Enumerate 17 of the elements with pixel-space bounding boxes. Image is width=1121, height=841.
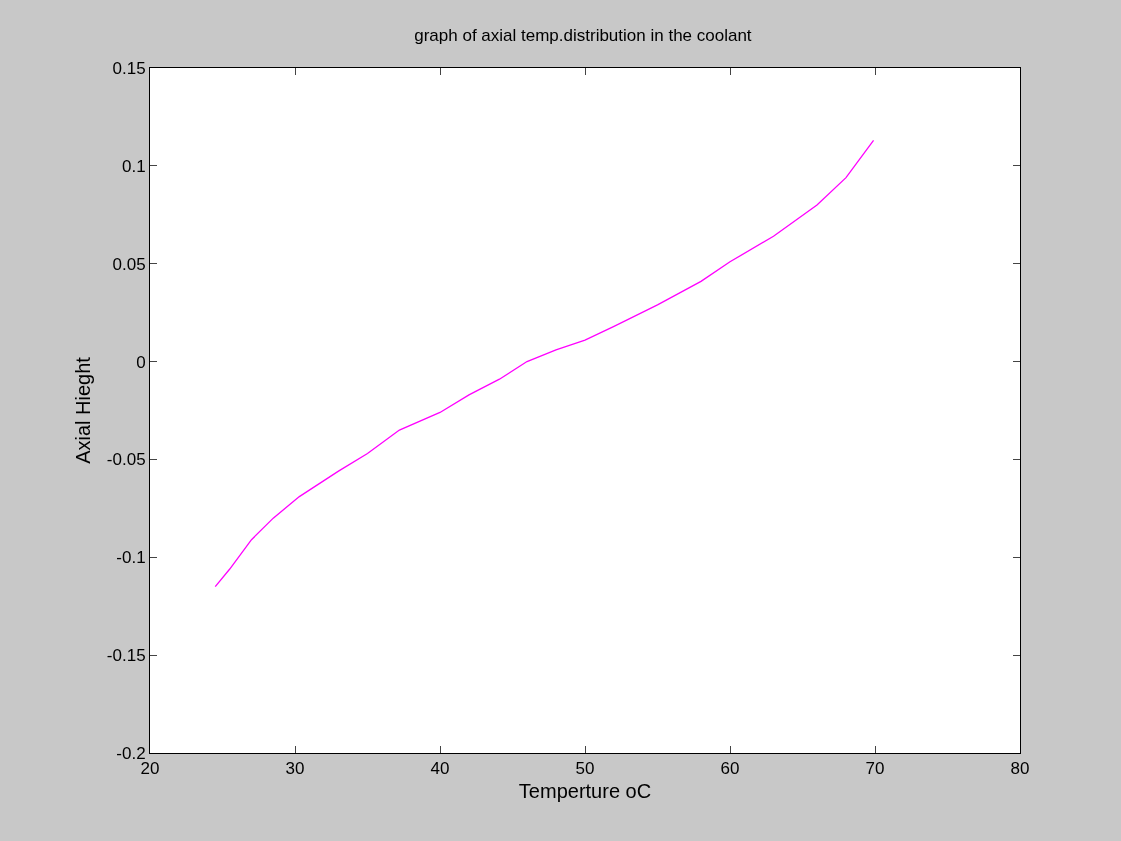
x-tick-label: 80: [1010, 759, 1030, 779]
chart-title: graph of axial temp.distribution in the coolant: [414, 26, 752, 46]
line-series: [214, 139, 875, 588]
x-tick-label: 30: [285, 759, 305, 779]
x-axis-title: Temperture oC: [518, 779, 652, 802]
x-tick-label: 70: [865, 759, 885, 779]
y-tick-label: -0.1: [116, 548, 146, 568]
y-tick-label: -0.15: [106, 646, 146, 666]
x-tick-label: 60: [720, 759, 740, 779]
y-tick-label: 0.05: [112, 254, 146, 274]
x-tick-label: 40: [430, 759, 450, 779]
y-tick-label: -0.05: [106, 450, 146, 470]
y-tick-label: 0.1: [121, 156, 146, 176]
y-tick-label: 0.15: [112, 58, 146, 78]
y-axis-title: Axial Hieght: [72, 356, 95, 464]
x-tick-label: 50: [575, 759, 595, 779]
y-tick-label: 0: [136, 352, 146, 372]
